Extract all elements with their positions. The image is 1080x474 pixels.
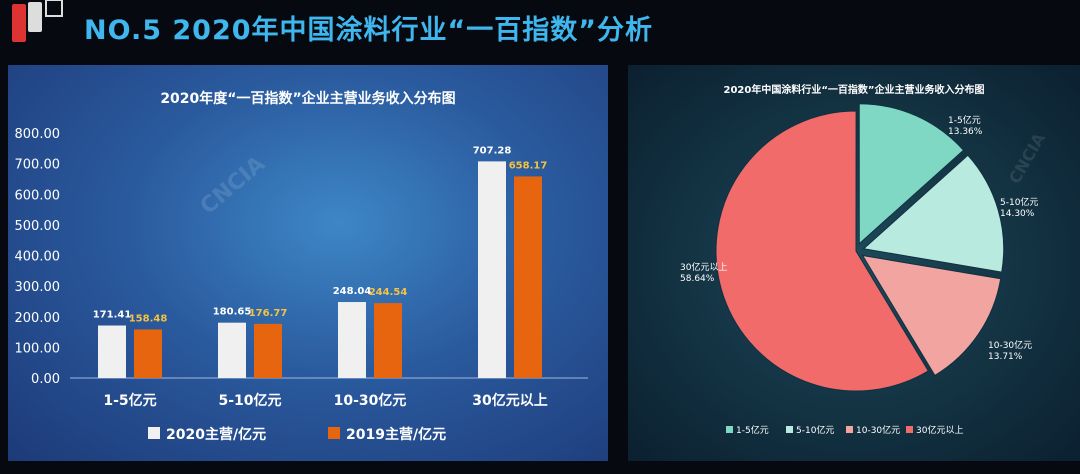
pie-slice bbox=[861, 254, 1002, 377]
logo bbox=[8, 0, 64, 46]
y-tick-label: 700.00 bbox=[15, 158, 61, 173]
legend-swatch bbox=[846, 426, 853, 433]
y-tick-label: 600.00 bbox=[15, 188, 61, 203]
legend-label: 30亿元以上 bbox=[916, 424, 963, 436]
legend-label: 5-10亿元 bbox=[796, 424, 834, 436]
bar-2019 bbox=[514, 176, 542, 378]
y-tick-label: 500.00 bbox=[15, 219, 61, 234]
bar-2020 bbox=[338, 302, 366, 378]
y-tick-label: 200.00 bbox=[15, 311, 61, 326]
legend-swatch bbox=[148, 427, 160, 439]
slice-label: 1-5亿元 bbox=[948, 114, 981, 126]
bar-2019 bbox=[254, 323, 282, 378]
slice-percent: 13.36% bbox=[948, 127, 983, 137]
bar-2020 bbox=[218, 322, 246, 378]
legend-swatch bbox=[906, 426, 913, 433]
slice-percent: 58.64% bbox=[680, 274, 715, 284]
y-tick-label: 300.00 bbox=[15, 280, 61, 295]
pie-slice bbox=[862, 154, 1005, 273]
x-tick-label: 10-30亿元 bbox=[334, 392, 407, 409]
bar-2020 bbox=[98, 325, 126, 378]
slice-percent: 14.30% bbox=[1000, 209, 1035, 219]
data-label: 176.77 bbox=[249, 308, 288, 319]
bar-2020 bbox=[478, 161, 506, 378]
data-label: 244.54 bbox=[369, 287, 408, 298]
slice-label: 5-10亿元 bbox=[1000, 196, 1038, 208]
x-tick-label: 1-5亿元 bbox=[103, 392, 156, 409]
legend-label: 2019主营/亿元 bbox=[346, 426, 446, 443]
legend-swatch bbox=[726, 426, 733, 433]
bar-2019 bbox=[374, 303, 402, 378]
watermark: CNCIA bbox=[196, 152, 270, 220]
pie-chart-panel: 2020年中国涂料行业“一百指数”企业主营业务收入分布图 CNCIA 1-5亿元 13… bbox=[628, 65, 1080, 461]
legend-swatch bbox=[328, 427, 340, 439]
pie-slice bbox=[715, 110, 929, 392]
pie-slice bbox=[858, 103, 965, 245]
data-label: 248.04 bbox=[333, 286, 372, 297]
bar-chart-panel: 2020年度“一百指数”企业主营业务收入分布图 CNCIA 0.00 100.00 20… bbox=[8, 65, 608, 461]
chart-title: 2020年度“一百指数”企业主营业务收入分布图 bbox=[160, 90, 455, 107]
data-label: 180.65 bbox=[213, 307, 252, 318]
legend-label: 10-30亿元 bbox=[856, 424, 900, 436]
page-title: NO.5 2020年中国涂料行业“一百指数”分析 bbox=[84, 15, 654, 46]
watermark: CNCIA bbox=[1005, 129, 1049, 187]
slice-label: 30亿元以上 bbox=[680, 261, 727, 273]
y-tick-label: 800.00 bbox=[15, 127, 61, 142]
data-label: 707.28 bbox=[473, 145, 512, 156]
bar-2019 bbox=[134, 329, 162, 378]
slice-label: 10-30亿元 bbox=[988, 339, 1032, 351]
x-tick-label: 30亿元以上 bbox=[472, 392, 547, 409]
data-label: 171.41 bbox=[93, 310, 132, 321]
y-tick-label: 0.00 bbox=[31, 372, 60, 387]
y-tick-label: 400.00 bbox=[15, 250, 61, 265]
chart-title: 2020年中国涂料行业“一百指数”企业主营业务收入分布图 bbox=[724, 83, 985, 96]
x-tick-label: 5-10亿元 bbox=[218, 392, 281, 409]
data-label: 658.17 bbox=[509, 160, 548, 171]
slice-percent: 13.71% bbox=[988, 352, 1023, 362]
legend-swatch bbox=[786, 426, 793, 433]
legend-label: 1-5亿元 bbox=[736, 424, 769, 436]
legend-label: 2020主营/亿元 bbox=[166, 426, 266, 443]
data-label: 158.48 bbox=[129, 313, 168, 324]
y-tick-label: 100.00 bbox=[15, 341, 61, 356]
